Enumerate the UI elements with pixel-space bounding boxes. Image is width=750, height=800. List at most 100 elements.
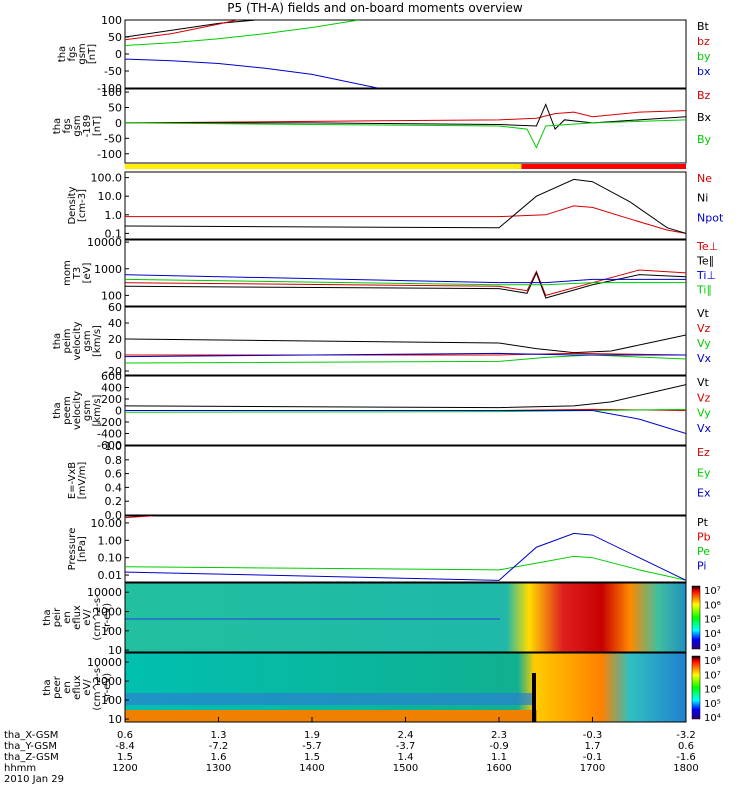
legend-entry: Ni	[697, 192, 708, 205]
y-axis-label: en	[62, 611, 73, 624]
y-axis-label: (cm^2-s-	[92, 664, 103, 711]
y-axis-label: gsm	[82, 400, 93, 421]
footer-row-value: -8.4	[115, 741, 135, 752]
footer-row-value: 1.7	[585, 741, 601, 752]
y-axis-label: tha	[42, 679, 53, 695]
footer-row-value: 1600	[486, 763, 511, 774]
series-line-Ti∥	[125, 278, 686, 286]
series-line-Bz	[125, 110, 686, 124]
y-tick-label: -100	[97, 148, 122, 161]
y-axis-label: (cm^2-s-	[92, 594, 103, 641]
series-line-Vy	[125, 354, 686, 364]
y-tick-label: 60	[108, 301, 122, 314]
panel-frame	[124, 88, 687, 164]
spectrogram-image	[125, 583, 686, 652]
y-axis-label: [mV/m]	[77, 462, 88, 500]
y-tick-label: 400	[101, 382, 122, 395]
legend-entry: By	[697, 133, 712, 146]
footer-row-value: 1700	[580, 763, 605, 774]
legend-entry: Ex	[697, 487, 711, 500]
series-line-Bx	[125, 103, 686, 130]
footer-row-value: 1.5	[304, 752, 320, 763]
y-tick-label: 0.0	[105, 509, 123, 522]
footer-row-value: -3.2	[676, 730, 696, 741]
y-tick-label: -50	[104, 65, 122, 78]
y-axis-label: E=-VxB	[67, 462, 78, 499]
legend-entry: Vz	[697, 322, 711, 335]
series-line-Te∥	[125, 271, 686, 299]
y-axis-label: peem	[62, 396, 73, 424]
series-line-Pe	[125, 555, 686, 581]
y-tick-label: 100	[101, 289, 122, 302]
y-axis-label: eflux	[72, 675, 83, 700]
legend-entry: bx	[697, 65, 711, 78]
y-tick-label: -100	[97, 82, 122, 95]
y-axis-label: Pressure	[67, 528, 78, 571]
footer-row-value: 1800	[673, 763, 698, 774]
series-line-bx	[125, 58, 378, 88]
colorbar-tick-label: 10⁶	[704, 600, 721, 611]
y-axis-label: velocity	[72, 391, 83, 430]
footer-row-value: -0.3	[583, 730, 603, 741]
y-axis-label: [km/s]	[92, 325, 103, 357]
footer-row-label: tha_Z-GSM	[4, 752, 59, 763]
y-axis-label: -189	[82, 115, 93, 138]
footer-row-value: 1.4	[398, 752, 414, 763]
colorbar	[691, 585, 701, 650]
panel-frame	[124, 19, 687, 89]
y-axis-label: gsm	[82, 330, 93, 351]
y-axis-label: eV/	[82, 609, 93, 626]
y-tick-label: 0.01	[98, 569, 123, 582]
y-axis-label: [eV]	[82, 263, 93, 284]
colorbar-tick-label: 10⁷	[704, 586, 721, 597]
colorbar-tick-label: 10⁴	[704, 713, 721, 724]
legend-entry: Ne	[697, 172, 712, 185]
y-tick-label: 100	[101, 14, 122, 27]
y-axis-label: mom	[62, 260, 73, 286]
y-tick-label: 100	[101, 694, 122, 707]
y-tick-label: 10.00	[91, 517, 123, 530]
y-tick-label: 1.0	[105, 209, 123, 222]
panel-frame	[124, 306, 687, 376]
y-axis-label: tha	[42, 609, 53, 625]
y-tick-label: 50	[108, 102, 122, 115]
footer-row-value: -5.7	[302, 741, 322, 752]
footer-row-value: 1.6	[211, 752, 227, 763]
y-tick-label: 1000	[94, 263, 122, 276]
footer-row-value: 2.3	[491, 730, 507, 741]
y-axis-label: Density	[67, 186, 78, 224]
y-axis-label: tha	[57, 46, 68, 62]
y-tick-label: 0	[115, 405, 122, 418]
footer-row-label: tha_Y-GSM	[4, 741, 57, 752]
footer-row-label: hhmm	[4, 763, 36, 774]
spectrogram-low-energy-band	[125, 710, 537, 722]
colorbar-tick-label: 10⁵	[704, 615, 721, 626]
series-line-Te⊥	[125, 269, 686, 296]
y-tick-label: 0.6	[105, 468, 123, 481]
y-axis-label: gsm	[77, 43, 88, 64]
legend-entry: Pe	[697, 545, 710, 558]
colorbar	[691, 655, 701, 720]
footer-row-value: -7.2	[209, 741, 229, 752]
legend-entry: Npot	[697, 211, 724, 224]
y-tick-label: 1000	[94, 606, 122, 619]
legend-entry: Pi	[697, 560, 706, 573]
data-gap-marker	[532, 673, 536, 722]
legend-entry: Vx	[697, 422, 712, 435]
series-line-Vy	[125, 408, 686, 413]
y-tick-label: 10	[108, 713, 122, 726]
panel-fgs: 100 50 0 -50 -100 tha fgs gsm [nT] Bt bz by bx	[57, 14, 711, 95]
y-tick-label: -50	[104, 132, 122, 145]
footer-row-value: 1500	[393, 763, 418, 774]
series-line-Ni	[125, 178, 686, 234]
legend-entry: Te⊥	[696, 240, 718, 253]
y-axis-label: sr-eV)	[102, 673, 113, 702]
y-tick-label: -200	[97, 416, 122, 429]
colorbar-tick-label: 10³	[704, 643, 721, 654]
footer-date: 2010 Jan 29	[4, 774, 64, 785]
y-tick-label: 100	[101, 625, 122, 638]
y-tick-label: -20	[104, 365, 122, 378]
